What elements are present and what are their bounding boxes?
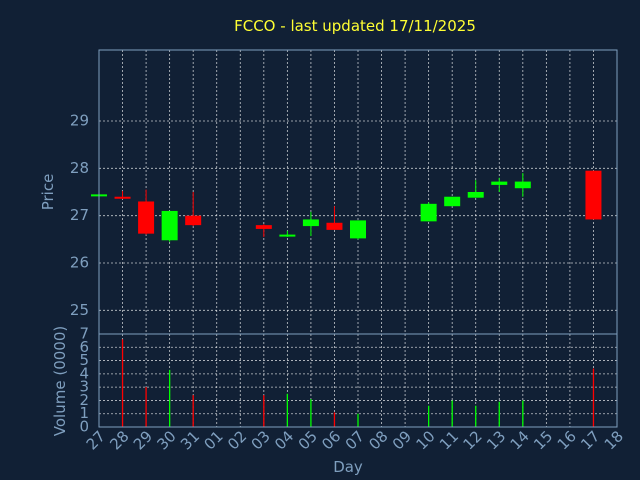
x-tick-label: 01 — [201, 427, 227, 453]
volume-tick-label: 2 — [79, 391, 89, 409]
chart-title: FCCO - last updated 17/11/2025 — [234, 17, 476, 35]
x-tick-label: 10 — [412, 427, 438, 453]
volume-tick-label: 5 — [79, 351, 89, 369]
x-tick-label: 09 — [389, 427, 415, 453]
price-tick-label: 26 — [70, 254, 89, 272]
candle-body — [302, 219, 319, 227]
candle-body — [138, 201, 155, 234]
x-tick-label: 16 — [554, 427, 580, 453]
x-tick-label: 15 — [530, 427, 556, 453]
x-tick-label: 17 — [577, 427, 603, 453]
x-tick-label: 30 — [153, 427, 179, 453]
price-tick-label: 28 — [70, 159, 89, 177]
x-tick-label: 31 — [177, 427, 203, 453]
x-tick-label: 08 — [365, 427, 391, 453]
candle-body — [326, 222, 343, 230]
price-tick-label: 27 — [70, 206, 89, 224]
volume-tick-label: 0 — [79, 418, 89, 436]
volume-panel-frame — [98, 333, 618, 428]
x-tick-label: 03 — [248, 427, 274, 453]
candle-body — [514, 181, 531, 189]
candle-body — [444, 196, 461, 207]
x-tick-label: 07 — [342, 427, 368, 453]
x-tick-label: 18 — [601, 427, 627, 453]
candle-body — [467, 192, 484, 198]
candle-body — [279, 234, 296, 237]
price-tick-label: 29 — [70, 112, 89, 130]
candle-body — [185, 215, 202, 226]
volume-tick-label: 6 — [79, 338, 89, 356]
candle-body — [585, 170, 602, 220]
x-tick-label: 06 — [318, 427, 344, 453]
volume-tick-label: 3 — [79, 378, 89, 396]
candle-body — [114, 196, 131, 199]
x-tick-label: 04 — [271, 427, 297, 453]
x-tick-label: 12 — [460, 427, 486, 453]
volume-tick-label: 7 — [79, 325, 89, 343]
volume-tick-label: 1 — [79, 404, 89, 422]
candle-body — [255, 225, 272, 229]
volume-tick-label: 4 — [79, 364, 89, 382]
x-tick-label: 14 — [507, 427, 533, 453]
x-tick-label: 11 — [436, 427, 462, 453]
x-tick-label: 05 — [295, 427, 321, 453]
x-tick-label: 13 — [483, 427, 509, 453]
candle-body — [491, 181, 508, 185]
price-tick-label: 25 — [70, 301, 89, 319]
price-axis-label: Price — [39, 174, 57, 211]
volume-axis-label: Volume (0000) — [51, 326, 69, 436]
x-tick-label: 02 — [224, 427, 250, 453]
x-tick-label: 29 — [130, 427, 156, 453]
candle-body — [161, 210, 178, 241]
x-axis-label: Day — [333, 458, 363, 476]
candle-body — [350, 220, 366, 239]
x-tick-label: 28 — [106, 427, 132, 453]
candle-body — [420, 203, 437, 222]
